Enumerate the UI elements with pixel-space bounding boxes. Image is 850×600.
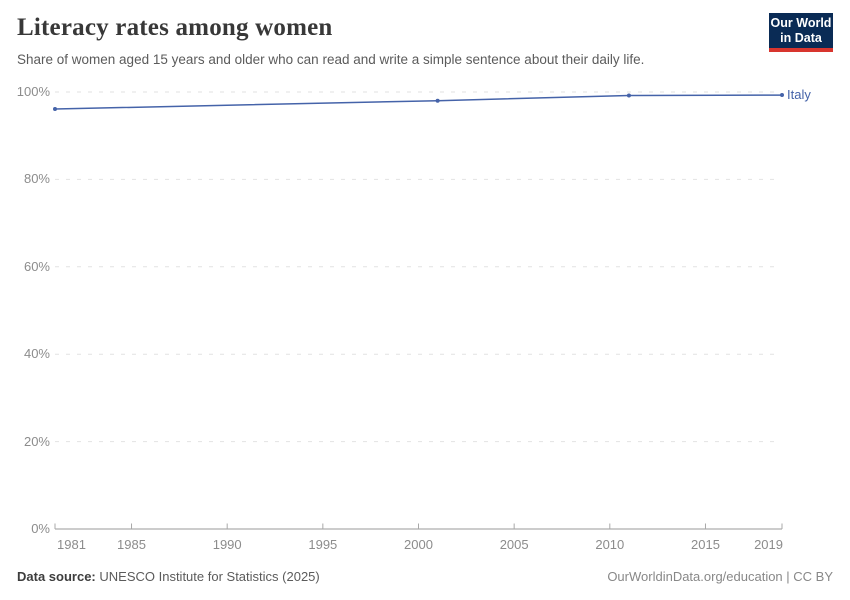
data-point: [53, 107, 57, 112]
owid-logo-line1: Our World: [770, 16, 832, 30]
attribution-note: OurWorldinData.org/education | CC BY: [607, 569, 833, 584]
data-point: [435, 98, 440, 103]
data-source-label: Data source:: [17, 569, 96, 584]
owid-logo: Our World in Data: [769, 13, 833, 52]
owid-logo-line2: in Data: [780, 31, 822, 45]
chart-title: Literacy rates among women: [17, 14, 333, 41]
data-point: [780, 93, 784, 98]
series-line-italy: [54, 94, 783, 110]
chart-subtitle: Share of women aged 15 years and older w…: [17, 52, 645, 67]
data-point: [626, 93, 631, 98]
data-source-note: Data source: UNESCO Institute for Statis…: [17, 569, 320, 584]
data-source-text: UNESCO Institute for Statistics (2025): [99, 569, 320, 584]
